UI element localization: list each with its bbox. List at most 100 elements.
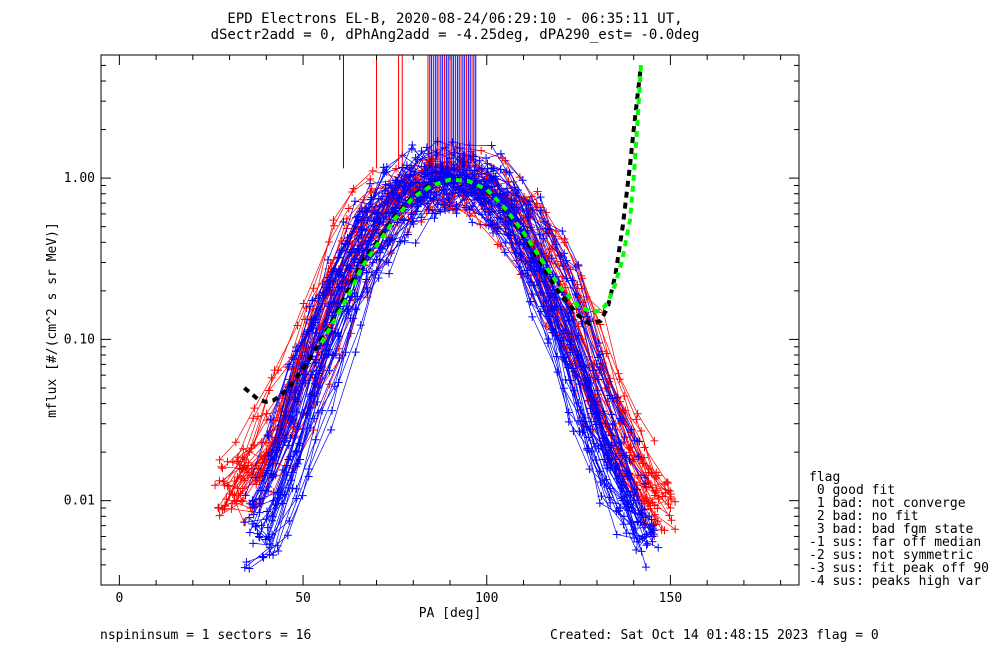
data-point-blue bbox=[540, 217, 549, 226]
data-point-red bbox=[300, 315, 309, 324]
data-point-blue bbox=[627, 425, 636, 434]
data-point-blue bbox=[391, 176, 400, 185]
data-point-blue bbox=[617, 416, 626, 425]
series-point-blue bbox=[629, 496, 638, 505]
data-point-blue bbox=[530, 267, 539, 276]
data-point-blue bbox=[574, 416, 583, 425]
data-point-blue bbox=[622, 451, 631, 460]
data-point-blue bbox=[379, 163, 388, 172]
data-point-blue bbox=[437, 166, 446, 175]
data-point-blue bbox=[492, 175, 501, 184]
data-point-blue bbox=[394, 193, 403, 202]
data-point-blue bbox=[448, 189, 457, 198]
data-point-blue bbox=[480, 175, 489, 184]
data-point-blue bbox=[511, 191, 520, 200]
fit-layer bbox=[243, 65, 643, 404]
trace-blue bbox=[260, 173, 645, 538]
data-point-blue bbox=[571, 371, 580, 380]
data-point-blue bbox=[568, 276, 577, 285]
data-point-blue bbox=[350, 197, 359, 206]
data-point-blue bbox=[405, 164, 414, 173]
data-point-blue bbox=[622, 498, 631, 507]
data-point-blue bbox=[265, 534, 274, 543]
data-point-blue bbox=[593, 386, 602, 395]
data-point-blue bbox=[602, 475, 611, 484]
data-point-blue bbox=[485, 208, 494, 217]
data-point-blue bbox=[552, 301, 561, 310]
data-point-blue bbox=[430, 188, 439, 197]
series-point-blue bbox=[390, 203, 399, 212]
data-point-red bbox=[653, 517, 662, 526]
data-point-blue bbox=[633, 518, 642, 527]
flag-legend: flag 0 good fit 1 bad: not converge 2 ba… bbox=[809, 470, 989, 589]
data-point-blue bbox=[587, 417, 596, 426]
data-point-red bbox=[214, 504, 223, 513]
series-point-blue bbox=[592, 408, 601, 417]
data-point-blue bbox=[307, 316, 316, 325]
data-point-blue bbox=[608, 420, 617, 429]
x-axis-label: PA [deg] bbox=[419, 606, 482, 621]
data-point-blue bbox=[585, 465, 594, 474]
data-point-blue bbox=[528, 205, 537, 214]
trace-blue bbox=[248, 176, 639, 539]
data-point-blue bbox=[640, 505, 649, 514]
data-point-red bbox=[270, 366, 279, 375]
x-tick-label: 150 bbox=[659, 591, 682, 606]
series-point-red bbox=[574, 322, 583, 331]
data-point-blue bbox=[477, 164, 486, 173]
data-point-blue bbox=[323, 255, 332, 264]
data-point-blue bbox=[436, 207, 445, 216]
data-point-blue bbox=[583, 446, 592, 455]
data-point-red bbox=[640, 443, 649, 452]
data-point-blue bbox=[372, 255, 381, 264]
data-point-blue bbox=[483, 159, 492, 168]
data-point-blue bbox=[654, 543, 663, 552]
data-point-blue bbox=[366, 179, 375, 188]
data-point-blue bbox=[269, 551, 278, 560]
series-point-blue bbox=[284, 455, 293, 464]
data-point-blue bbox=[615, 414, 624, 423]
data-point-blue bbox=[291, 386, 300, 395]
data-point-red bbox=[638, 496, 647, 505]
data-point-blue bbox=[468, 218, 477, 227]
series-point-red bbox=[519, 215, 528, 224]
data-point-red bbox=[232, 496, 241, 505]
data-point-blue bbox=[407, 210, 416, 219]
data-point-blue bbox=[327, 291, 336, 300]
data-point-red bbox=[650, 510, 659, 519]
data-point-blue bbox=[343, 305, 352, 314]
data-point-blue bbox=[581, 413, 590, 422]
data-layer bbox=[211, 55, 680, 573]
data-point-blue bbox=[484, 177, 493, 186]
data-point-blue bbox=[401, 170, 410, 179]
data-point-blue bbox=[602, 461, 611, 470]
data-point-blue bbox=[547, 254, 556, 263]
data-point-blue bbox=[255, 495, 264, 504]
data-point-blue bbox=[241, 491, 250, 500]
data-point-blue bbox=[595, 499, 604, 508]
data-point-red bbox=[366, 187, 375, 196]
data-point-blue bbox=[571, 263, 580, 272]
data-point-red bbox=[217, 462, 226, 471]
x-tick-label: 100 bbox=[475, 591, 498, 606]
data-point-blue bbox=[463, 191, 472, 200]
data-point-blue bbox=[433, 200, 442, 209]
data-point-blue bbox=[518, 176, 527, 185]
data-point-blue bbox=[274, 546, 283, 555]
data-point-blue bbox=[387, 208, 396, 217]
data-point-red bbox=[666, 492, 675, 501]
data-point-blue bbox=[318, 406, 327, 415]
x-tick-label: 50 bbox=[295, 591, 311, 606]
data-point-blue bbox=[440, 201, 449, 210]
data-point-blue bbox=[267, 473, 276, 482]
data-point-blue bbox=[622, 529, 631, 538]
data-point-blue bbox=[605, 391, 614, 400]
data-point-blue bbox=[619, 483, 628, 492]
data-point-blue bbox=[400, 182, 409, 191]
data-point-blue bbox=[641, 473, 650, 482]
data-point-blue bbox=[589, 366, 598, 375]
trace-blue bbox=[252, 174, 646, 547]
data-point-blue bbox=[262, 515, 271, 524]
data-point-blue bbox=[587, 447, 596, 456]
data-point-red bbox=[633, 409, 642, 418]
